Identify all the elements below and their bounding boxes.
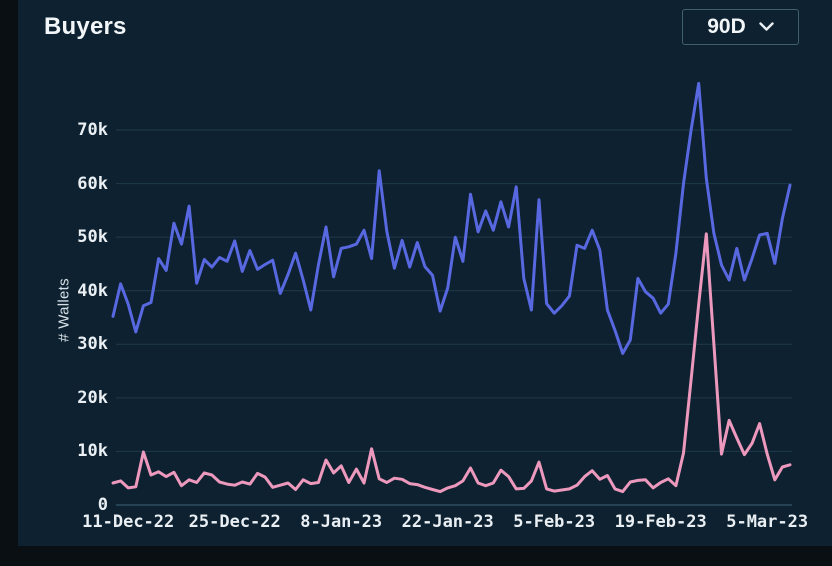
y-tick-label: 50k bbox=[77, 227, 108, 248]
x-tick-label: 22-Jan-23 bbox=[401, 512, 494, 532]
pink-series-line bbox=[111, 232, 792, 494]
y-tick-label: 10k bbox=[77, 441, 108, 462]
x-tick-label: 19-Feb-23 bbox=[614, 512, 707, 532]
x-tick-label: 5-Feb-23 bbox=[513, 512, 596, 532]
x-tick-label: 11-Dec-22 bbox=[82, 512, 175, 532]
x-tick-label: 25-Dec-22 bbox=[188, 512, 281, 532]
y-tick-label: 70k bbox=[77, 120, 108, 140]
y-tick-label: 30k bbox=[77, 334, 108, 355]
y-tick-label: 60k bbox=[77, 173, 108, 194]
range-selector-value: 90D bbox=[707, 15, 746, 38]
y-tick-label: 20k bbox=[77, 387, 108, 408]
y-tick-label: 40k bbox=[77, 280, 108, 301]
page-title: Buyers bbox=[44, 13, 127, 40]
y-axis-title: # Wallets bbox=[55, 278, 73, 342]
chevron-down-icon bbox=[759, 22, 774, 31]
x-tick-label: 5-Mar-23 bbox=[726, 512, 809, 532]
range-selector-dropdown[interactable]: 90D bbox=[682, 9, 799, 45]
y-tick-label: 0 bbox=[97, 495, 108, 515]
blue-series-line bbox=[111, 81, 792, 355]
x-tick-label: 8-Jan-23 bbox=[300, 512, 383, 532]
